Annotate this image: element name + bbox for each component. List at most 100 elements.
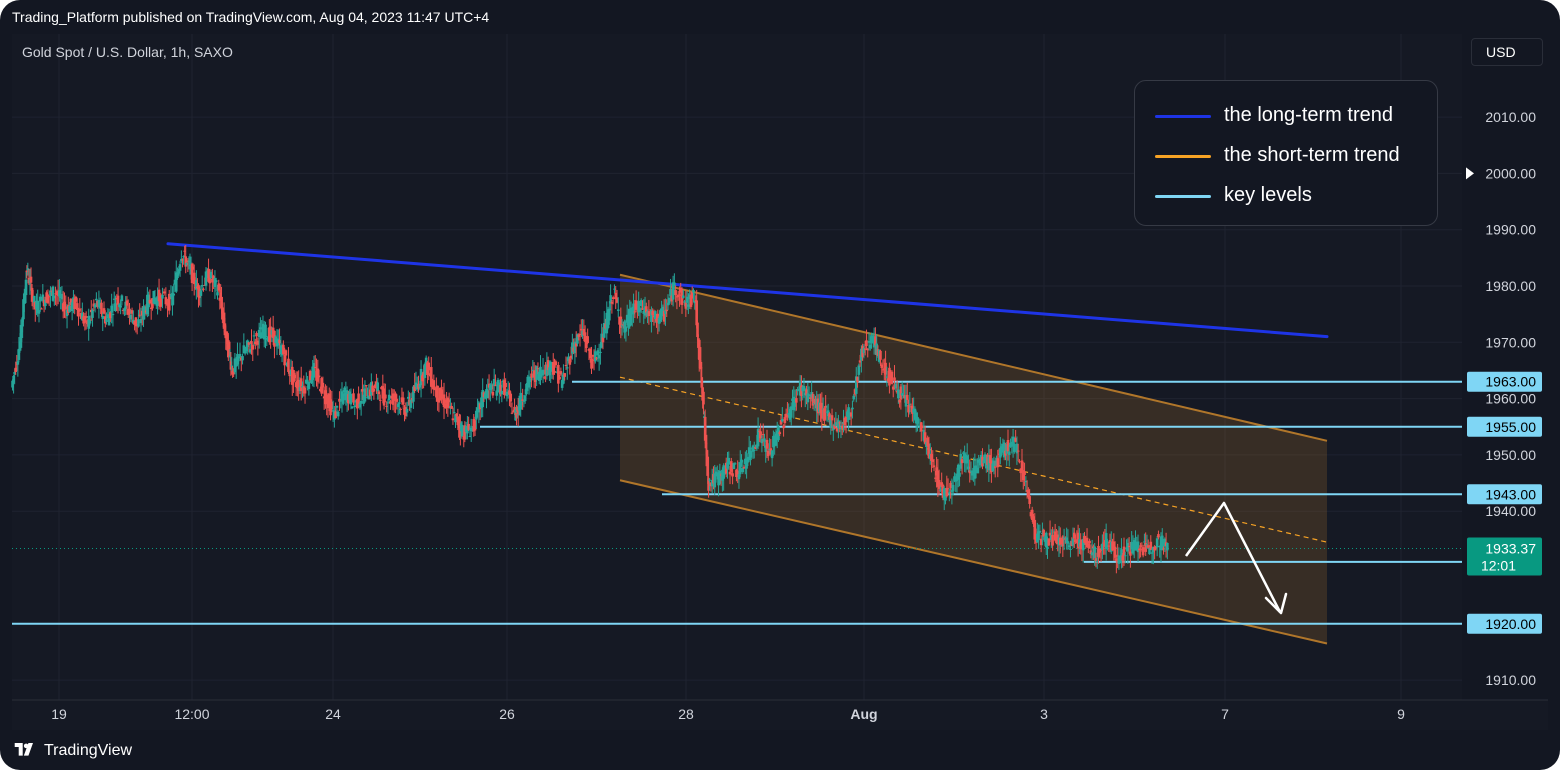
candle-body bbox=[551, 362, 555, 375]
candle-body bbox=[22, 299, 25, 320]
candle-body bbox=[948, 492, 951, 494]
candle-body bbox=[457, 417, 460, 429]
candle-body bbox=[287, 358, 290, 372]
candle-body bbox=[722, 465, 725, 479]
candle-body bbox=[1062, 537, 1066, 539]
candle-body bbox=[700, 377, 704, 388]
current-price-label: 1933.37 bbox=[1485, 541, 1536, 557]
candle-body bbox=[868, 344, 872, 349]
candle-body bbox=[602, 322, 606, 338]
candle-body bbox=[432, 380, 436, 390]
candle-body bbox=[999, 447, 1002, 458]
candle-body bbox=[676, 294, 680, 298]
candle-body bbox=[357, 393, 360, 406]
candle-body bbox=[207, 268, 210, 282]
candle-body bbox=[494, 384, 497, 386]
candle-body bbox=[692, 290, 695, 293]
candle-body bbox=[1126, 543, 1130, 552]
candle-body bbox=[442, 394, 446, 408]
candle-body bbox=[1122, 546, 1126, 556]
candle-body bbox=[443, 403, 447, 409]
candle-body bbox=[583, 332, 587, 342]
candle-body bbox=[576, 334, 579, 344]
candle-body bbox=[297, 379, 300, 392]
candle-body bbox=[527, 376, 531, 388]
candle-body bbox=[594, 351, 597, 362]
candle-body bbox=[156, 296, 159, 306]
key-level-badge-label: 1963.00 bbox=[1485, 374, 1536, 390]
candle-body bbox=[237, 356, 241, 359]
candle-body bbox=[460, 428, 464, 437]
key-level-badge bbox=[1467, 416, 1542, 437]
candle-body bbox=[21, 317, 24, 327]
candle-body bbox=[459, 423, 463, 432]
candle-body bbox=[427, 362, 431, 371]
candle-body bbox=[811, 394, 815, 406]
candle-body bbox=[1002, 442, 1006, 458]
candle-body bbox=[809, 397, 812, 399]
candle-body bbox=[1065, 537, 1068, 544]
candle-body bbox=[615, 297, 619, 303]
currency-selector[interactable]: USD bbox=[1471, 38, 1543, 66]
candle-body bbox=[353, 405, 357, 408]
candle-body bbox=[747, 447, 751, 454]
candle-body bbox=[923, 432, 927, 444]
candle-body bbox=[134, 317, 138, 327]
candle-body bbox=[13, 371, 16, 375]
price-tick-label: 1970.00 bbox=[1485, 334, 1536, 350]
candle-body bbox=[732, 463, 736, 470]
candles bbox=[11, 245, 1169, 574]
candle-body bbox=[349, 393, 353, 405]
candle-body bbox=[195, 280, 198, 290]
candle-body bbox=[573, 341, 577, 354]
candle-body bbox=[391, 393, 395, 405]
candle-body bbox=[515, 412, 518, 418]
candle-body bbox=[1101, 543, 1104, 550]
candle-body bbox=[220, 296, 223, 309]
candle-body bbox=[171, 293, 174, 306]
candle-body bbox=[358, 403, 362, 408]
candle-body bbox=[216, 292, 219, 296]
candle-body bbox=[1095, 561, 1099, 563]
candle-body bbox=[689, 295, 693, 307]
candle-body bbox=[310, 379, 313, 384]
candle-body bbox=[437, 398, 441, 403]
candle-body bbox=[1007, 451, 1011, 455]
candle-body bbox=[1149, 541, 1153, 550]
candle-body bbox=[187, 260, 191, 262]
candle-body bbox=[595, 357, 598, 359]
candle-body bbox=[184, 256, 188, 267]
candle-body bbox=[837, 420, 840, 429]
candle-body bbox=[190, 263, 194, 284]
candle-body bbox=[806, 393, 810, 403]
candle-body bbox=[992, 460, 996, 469]
price-axis: 2010.00 2000.00 1990.00 1980.00 1970.00 1960.… bbox=[1462, 34, 1548, 700]
candle-body bbox=[1104, 533, 1108, 549]
candle-body bbox=[1112, 541, 1116, 551]
candle-body bbox=[522, 400, 526, 402]
candle-body bbox=[129, 314, 133, 320]
key-level-badge-label: 1955.00 bbox=[1485, 419, 1536, 435]
candle-body bbox=[890, 371, 894, 385]
candle-body bbox=[51, 286, 55, 301]
candle-body bbox=[17, 348, 21, 360]
candle-body bbox=[632, 303, 635, 315]
candle-body bbox=[559, 371, 563, 375]
candle-body bbox=[359, 400, 363, 404]
candle-body bbox=[834, 422, 838, 426]
candle-body bbox=[486, 390, 490, 399]
candle-body bbox=[741, 467, 745, 473]
candle-body bbox=[241, 356, 244, 361]
candle-body bbox=[211, 278, 214, 283]
candle-body bbox=[100, 302, 103, 314]
time-tick-label: Aug bbox=[850, 706, 877, 722]
candle-body bbox=[569, 355, 573, 359]
footer-brand[interactable]: TradingView bbox=[12, 742, 132, 760]
candle-body bbox=[490, 384, 493, 390]
candle-body bbox=[614, 292, 618, 300]
candle-body bbox=[1130, 542, 1133, 550]
candle-body bbox=[394, 393, 397, 401]
price-axis-background bbox=[1462, 34, 1548, 700]
candle-body bbox=[934, 477, 937, 479]
